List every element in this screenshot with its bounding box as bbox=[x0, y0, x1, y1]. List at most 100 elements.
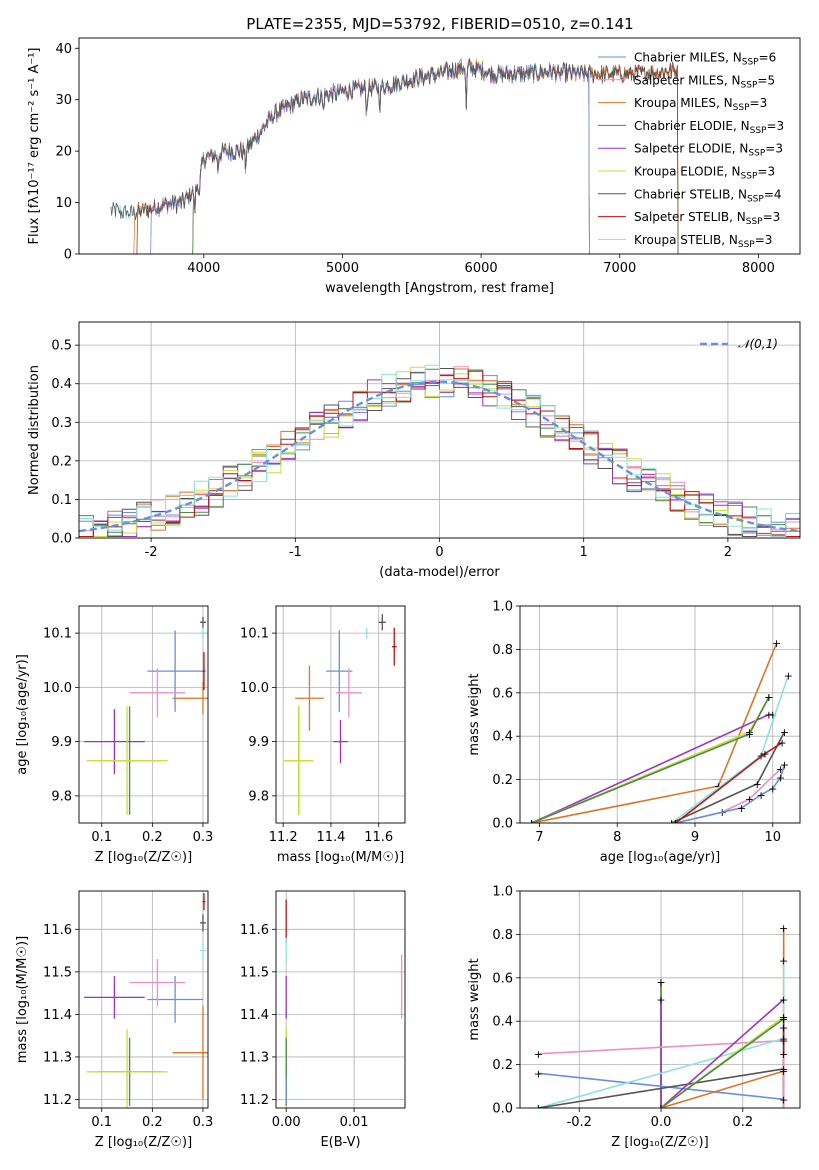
weight-line bbox=[660, 1070, 784, 1108]
weight-marker: + bbox=[527, 817, 536, 830]
x-tick-label: 8 bbox=[613, 830, 621, 845]
legend-entry: Salpeter MILES, NSSP=5 bbox=[634, 73, 775, 90]
legend-value: =6 bbox=[759, 51, 777, 65]
legend-value: =4 bbox=[764, 187, 782, 201]
weight-series-chabrier-stelib: ++ bbox=[534, 1063, 788, 1115]
x-tick-label: 0 bbox=[435, 545, 443, 560]
legend-label: Kroupa ELODIE, N bbox=[634, 165, 741, 179]
y-tick-label: 11.2 bbox=[240, 1093, 269, 1108]
weight-series-kroupa-stelib: ++ bbox=[534, 1033, 788, 1108]
errorbar-chabrier-miles bbox=[326, 630, 353, 712]
weight-marker: + bbox=[527, 817, 536, 830]
legend-label: Kroupa STELIB, N bbox=[634, 233, 738, 247]
y-tick-label: 30 bbox=[55, 93, 72, 108]
x-tick-label: 0.2 bbox=[142, 830, 163, 845]
errorbar-kroupa-stelib bbox=[364, 627, 370, 639]
x-axis-label: Z [log₁₀(Z/Z☉)] bbox=[611, 1135, 708, 1150]
errorbar-kroupa-miles bbox=[172, 1005, 208, 1100]
errorbar-salpeter-miles bbox=[335, 668, 362, 718]
weight-line bbox=[531, 696, 770, 823]
legend-entry: Kroupa MILES, NSSP=3 bbox=[634, 96, 767, 113]
y-tick-label: 10.0 bbox=[43, 681, 72, 696]
y-tick-label: 0.2 bbox=[51, 454, 72, 469]
y-tick-label: 0.8 bbox=[492, 928, 513, 943]
weight-marker: + bbox=[779, 922, 788, 935]
x-tick-label: -2 bbox=[145, 545, 158, 560]
weight-marker: + bbox=[534, 1067, 543, 1080]
weight-marker: + bbox=[656, 994, 665, 1007]
weight-marker: + bbox=[764, 709, 773, 722]
legend-value: =3 bbox=[763, 210, 781, 224]
y-tick-label: 0.1 bbox=[51, 493, 72, 508]
axes-frame bbox=[275, 890, 406, 1109]
weight-line bbox=[538, 1068, 784, 1108]
y-tick-label: 11.6 bbox=[240, 923, 269, 938]
weight-marker: + bbox=[671, 817, 680, 830]
x-tick-label: 6000 bbox=[465, 261, 498, 276]
x-tick-label: 0.01 bbox=[340, 1115, 369, 1130]
errorbar-salpeter-stelib bbox=[391, 627, 397, 666]
y-tick-label: 10.1 bbox=[240, 627, 269, 642]
legend-value: =3 bbox=[750, 96, 768, 110]
legend-value: =3 bbox=[766, 119, 784, 133]
weight-marker: + bbox=[656, 1102, 665, 1115]
y-tick-label: 11.4 bbox=[240, 1008, 269, 1023]
x-axis-label: Z [log₁₀(Z/Z☉)] bbox=[95, 850, 192, 865]
errorbar-chabrier-miles bbox=[147, 976, 203, 1023]
errorbar-salpeter-elodie bbox=[333, 719, 348, 764]
legend-entry: Salpeter ELODIE, NSSP=3 bbox=[634, 142, 783, 159]
errorbar-salpeter-miles bbox=[129, 959, 186, 1006]
weight-marker: + bbox=[779, 1035, 788, 1048]
errorbar-chabrier-stelib bbox=[199, 616, 206, 628]
legend-subscript: SSP bbox=[747, 194, 764, 204]
weight-marker: + bbox=[745, 793, 754, 806]
normal-reference-curve bbox=[79, 380, 800, 533]
legend-subscript: SSP bbox=[742, 58, 759, 68]
x-tick-label: 11.6 bbox=[364, 830, 393, 845]
y-tick-label: 0.6 bbox=[492, 686, 513, 701]
weight-marker: + bbox=[527, 817, 536, 830]
weight-marker: + bbox=[779, 1093, 788, 1106]
weight-series-salpeter-miles: ++ bbox=[534, 1035, 788, 1061]
y-tick-label: 11.4 bbox=[43, 1008, 72, 1023]
y-tick-label: 0 bbox=[64, 248, 72, 263]
x-axis-label: wavelength [Angstrom, rest frame] bbox=[325, 281, 554, 296]
weight-marker: + bbox=[656, 976, 665, 989]
plot-area-age_vs_mass bbox=[284, 614, 397, 815]
y-tick-label: 1.0 bbox=[492, 885, 513, 900]
weight-marker: + bbox=[753, 778, 762, 791]
errorbar-salpeter-stelib bbox=[202, 893, 206, 911]
weight-marker: + bbox=[534, 1102, 543, 1115]
weight-marker: + bbox=[779, 994, 788, 1007]
errorbar-kroupa-elodie bbox=[86, 1029, 168, 1108]
weight-line bbox=[675, 764, 786, 823]
errorbar-kroupa-stelib bbox=[199, 942, 206, 960]
grid-age_vs_Z bbox=[79, 606, 208, 823]
panel-mass_vs_ebv: 0.00 0.01 11.2 11.3 11.4 11.5 11.6 E(B-V) bbox=[240, 890, 406, 1150]
legend-label: Chabrier ELODIE, N bbox=[634, 119, 750, 133]
y-tick-label: 1.0 bbox=[492, 600, 513, 615]
weight-line bbox=[531, 642, 778, 823]
plot-area-weight_vs_age: +++++++++++++++++++++++++++++++ bbox=[527, 637, 793, 830]
y-tick-label: 0.0 bbox=[492, 1102, 513, 1117]
weight-marker: + bbox=[779, 1065, 788, 1078]
legend-label: Kroupa MILES, N bbox=[634, 96, 733, 110]
y-axis-label: mass weight bbox=[467, 958, 482, 1040]
weight-marker: + bbox=[779, 1063, 788, 1076]
x-tick-label: 11.4 bbox=[316, 830, 345, 845]
y-tick-label: 11.5 bbox=[43, 965, 72, 980]
legend-label: Salpeter MILES, N bbox=[634, 73, 741, 87]
legend-value: =3 bbox=[757, 165, 775, 179]
x-tick-label: 0.3 bbox=[193, 1115, 214, 1130]
legend-entry: 𝒩(0,1) bbox=[738, 337, 778, 351]
panel-residuals: -2 -1 0 1 2 0.0 0.1 0.2 0.3 0.4 0.5 (data-model)/er… bbox=[27, 321, 801, 580]
y-axis-label: Normed distribution bbox=[27, 365, 42, 495]
x-tick-label: 2 bbox=[724, 545, 732, 560]
weight-marker: + bbox=[779, 1022, 788, 1035]
legend-entry: Chabrier MILES, NSSP=6 bbox=[634, 51, 776, 68]
weight-marker: + bbox=[764, 691, 773, 704]
x-tick-label: 8000 bbox=[742, 261, 775, 276]
errorbar-salpeter-stelib bbox=[202, 652, 206, 691]
